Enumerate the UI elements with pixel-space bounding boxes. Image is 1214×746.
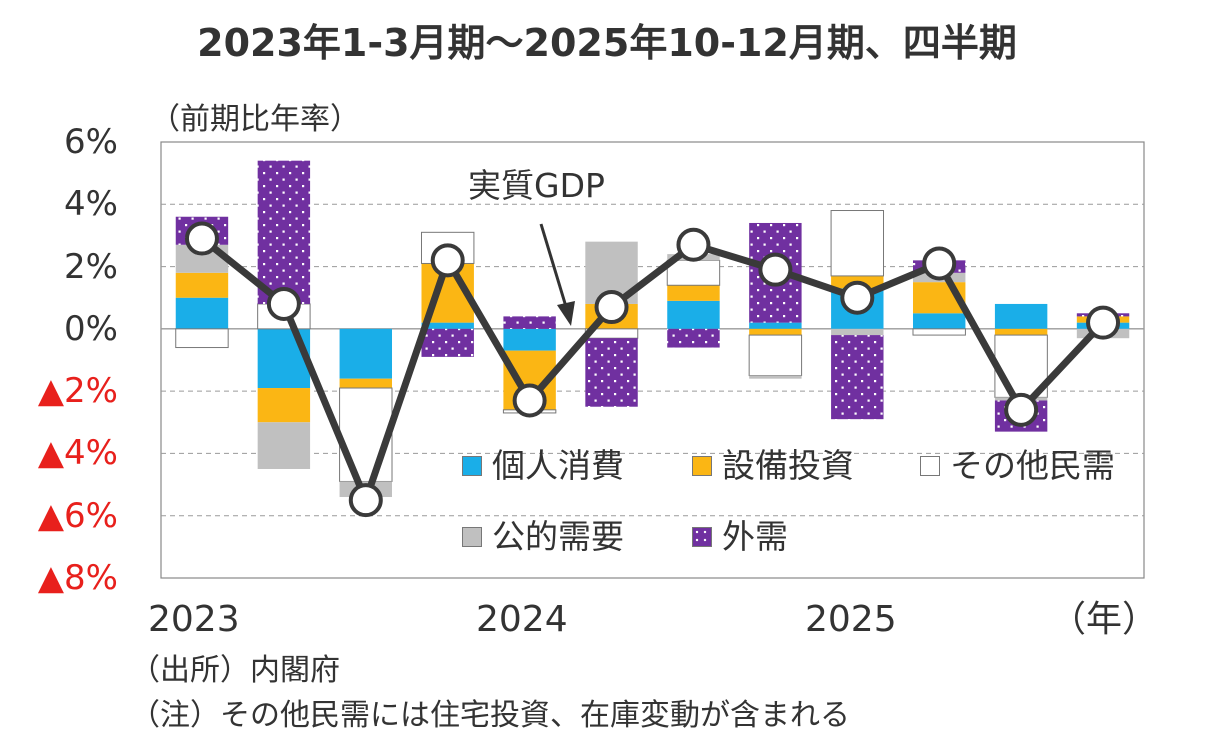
bar-segment-consumption — [667, 300, 720, 329]
y-tick-label: 2% — [64, 246, 118, 287]
bar-segment-capex — [667, 285, 720, 301]
annotation-label: 実質GDP — [468, 166, 605, 205]
legend-swatch-consumption — [462, 456, 482, 476]
bar-segment-external — [257, 160, 311, 304]
y-axis-unit-label: （前期比年率） — [150, 102, 360, 137]
legend-item: その他民需 — [920, 446, 1115, 486]
legend-swatch-capex — [692, 456, 712, 476]
bar-segment-capex — [749, 328, 802, 336]
bar-segment-external — [831, 335, 884, 420]
bar-segment-other-private — [666, 259, 721, 286]
legend-item: 設備投資 — [692, 446, 854, 486]
y-tick-label: ▲6% — [37, 495, 118, 536]
legend-swatch-external — [692, 527, 712, 547]
bar-segment-public — [831, 328, 884, 336]
x-tick-label-2024: 2024 — [476, 599, 568, 640]
gdp-point — [676, 227, 711, 262]
bar-segment-other-private — [748, 334, 803, 377]
bar-segment-public — [257, 422, 311, 469]
y-tick-label: ▲4% — [37, 433, 118, 474]
bar-segment-consumption — [339, 328, 393, 379]
bar-segment-other-private — [339, 387, 393, 482]
bar-segment-consumption — [912, 313, 966, 329]
bar-segment-external — [421, 328, 474, 357]
bar-segment-public — [749, 375, 802, 379]
legend-item: 公的需要 — [462, 517, 624, 557]
y-tick-label: ▲8% — [37, 558, 118, 598]
gdp-point — [922, 246, 957, 281]
annotation-arrow-head — [557, 301, 575, 326]
legend-label: 個人消費 — [492, 446, 624, 485]
bar-segment-other-private — [830, 210, 885, 277]
chart-title: 2023年1-3月期～2025年10-12月期、四半期 — [197, 21, 1017, 65]
legend-label: その他民需 — [950, 446, 1115, 485]
bar-segment-other-private — [912, 328, 966, 336]
bar-segment-external — [585, 338, 638, 407]
x-axis-unit-label: （年） — [1050, 599, 1159, 640]
gdp-line — [184, 221, 1121, 518]
x-tick-label-2025: 2025 — [805, 599, 897, 640]
bar-segment-consumption — [421, 322, 474, 329]
bar-segment-consumption — [994, 303, 1048, 329]
gdp-point — [840, 280, 875, 315]
annotation-arrow-shaft — [539, 223, 569, 311]
source-note: （出所）内閣府 — [130, 653, 340, 688]
y-tick-label: 6% — [64, 122, 118, 162]
y-tick-label: ▲2% — [37, 371, 118, 412]
bar-segment-capex — [994, 328, 1048, 336]
legend-item: 外需 — [692, 517, 788, 557]
gdp-line-path — [199, 235, 1106, 504]
gridlines — [161, 203, 1144, 517]
footnote: （注）その他民需には住宅投資、在庫変動が含まれる — [130, 698, 850, 733]
gdp-annotation: 実質GDP — [468, 166, 605, 326]
gdp-point — [512, 383, 547, 418]
bar-segment-external — [503, 316, 556, 329]
bar-segment-external — [667, 328, 720, 348]
gdp-point — [1004, 392, 1039, 427]
gdp-point — [430, 243, 465, 278]
legend-swatch-public — [462, 527, 482, 547]
x-tick-label-2023: 2023 — [148, 599, 240, 640]
bar-segment-consumption — [257, 328, 311, 389]
gdp-point — [348, 483, 383, 518]
bar-segment-consumption — [503, 328, 556, 351]
gdp-point — [266, 286, 301, 321]
bar-segment-consumption — [749, 322, 802, 329]
plot-area-frame — [160, 141, 1145, 579]
legend-label: 設備投資 — [722, 446, 854, 485]
bar-segment-capex — [257, 388, 311, 423]
bar-segment-capex — [339, 378, 393, 389]
y-tick-label: 4% — [64, 184, 118, 225]
legend-label: 外需 — [722, 517, 788, 556]
legend-swatch-other-private — [920, 456, 940, 476]
gdp-point — [1086, 305, 1121, 340]
gdp-point — [184, 221, 219, 256]
bar-segment-capex — [175, 272, 229, 298]
y-tick-label: 0% — [64, 308, 118, 349]
gdp-point — [594, 290, 629, 325]
gdp-point — [758, 252, 793, 287]
legend-label: 公的需要 — [492, 517, 624, 556]
bar-segment-other-private — [175, 328, 229, 349]
bar-segment-consumption — [175, 297, 229, 329]
legend-item: 個人消費 — [462, 446, 624, 486]
